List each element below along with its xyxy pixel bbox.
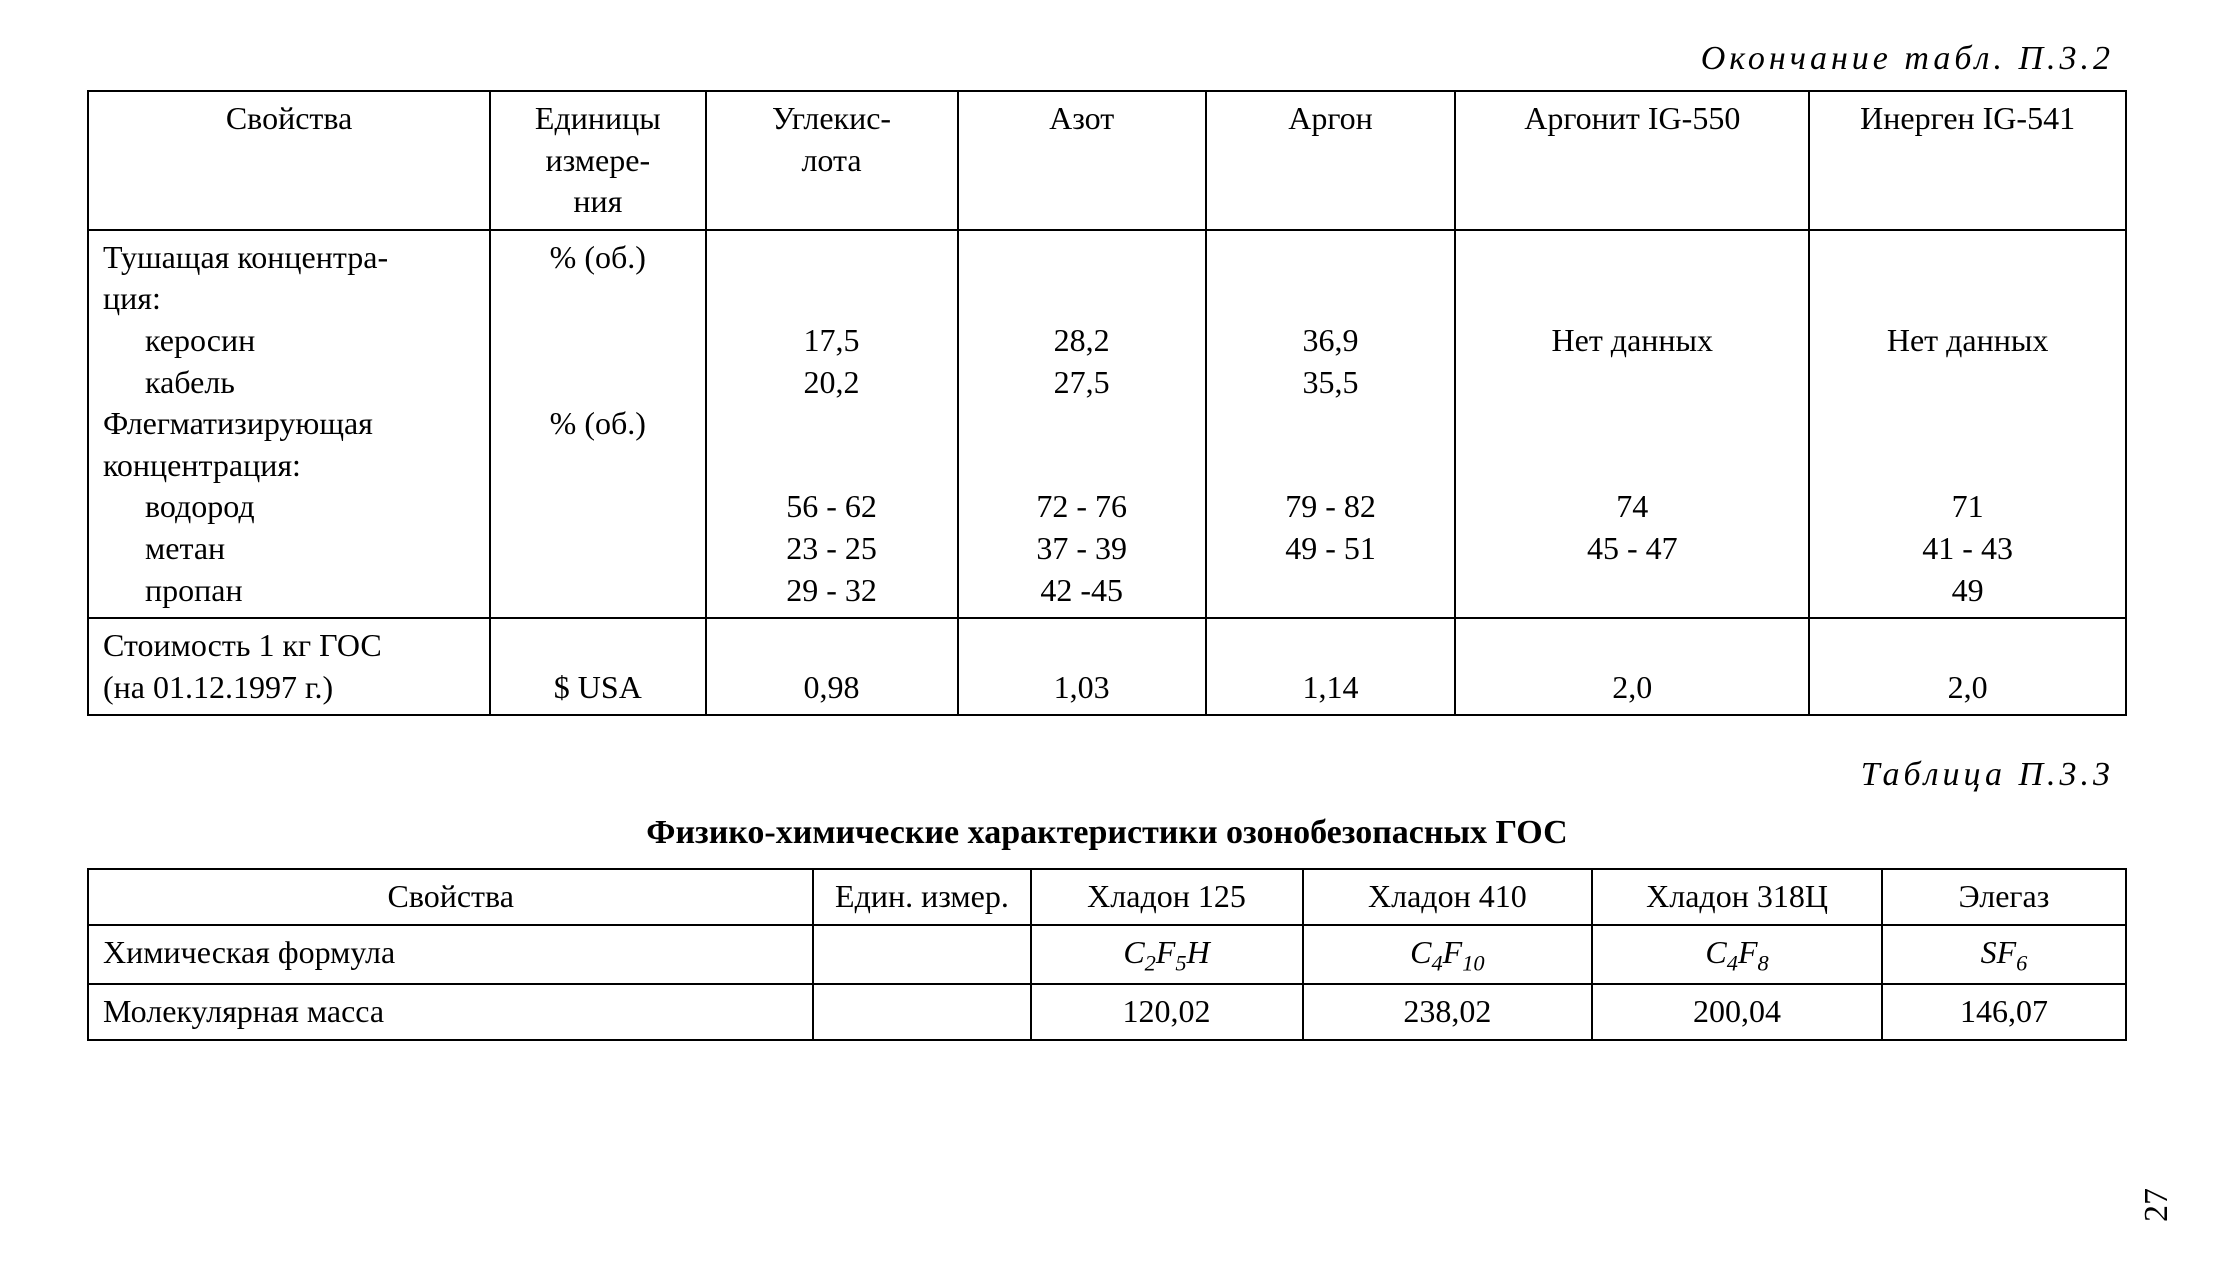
value-cell: 2,0	[1809, 618, 2126, 715]
table-header-row: СвойстваЕдиницы измере-нияУглекис-лотаАз…	[88, 91, 2126, 230]
table-row: Тушащая концентра-ция:керосинкабельФлегм…	[88, 230, 2126, 618]
value-cell: C4F10	[1303, 925, 1593, 985]
value-cell: Нет данных 7445 - 47	[1455, 230, 1809, 618]
table-title: Физико-химические характеристики озонобе…	[60, 814, 2154, 852]
table-row: Химическая формула C2F5HC4F10C4F8SF6	[88, 925, 2126, 985]
column-header: Свойства	[88, 91, 490, 230]
table-continuation-caption: Окончание табл. П.3.2	[60, 40, 2154, 78]
unit-cell: $ USA	[490, 618, 705, 715]
column-header: Единицы измере-ния	[490, 91, 705, 230]
value-cell: C2F5H	[1031, 925, 1303, 985]
value-cell: Нет данных 7141 - 4349	[1809, 230, 2126, 618]
table-row: Стоимость 1 кг ГОС(на 01.12.1997 г.) $ U…	[88, 618, 2126, 715]
column-header: Аргонит IG-550	[1455, 91, 1809, 230]
value-cell: 0,98	[706, 618, 958, 715]
column-header: Хладон 318Ц	[1592, 869, 1882, 925]
property-cell: Молекулярная масса	[88, 984, 813, 1040]
page-number: 27	[2138, 1188, 2176, 1222]
value-cell: 1,14	[1206, 618, 1456, 715]
column-header: Свойства	[88, 869, 813, 925]
value-cell: 17,520,2 56 - 6223 - 2529 - 32	[706, 230, 958, 618]
value-cell: 238,02	[1303, 984, 1593, 1040]
column-header: Аргон	[1206, 91, 1456, 230]
value-cell: SF6	[1882, 925, 2126, 985]
value-cell: C4F8	[1592, 925, 1882, 985]
value-cell: 120,02	[1031, 984, 1303, 1040]
value-cell: 146,07	[1882, 984, 2126, 1040]
column-header: Хладон 410	[1303, 869, 1593, 925]
column-header: Инерген IG-541	[1809, 91, 2126, 230]
column-header: Азот	[958, 91, 1206, 230]
column-header: Един. измер.	[813, 869, 1030, 925]
table-p-3-3: СвойстваЕдин. измер.Хладон 125Хладон 410…	[87, 868, 2127, 1041]
column-header: Элегаз	[1882, 869, 2126, 925]
value-cell: 1,03	[958, 618, 1206, 715]
table-number-caption: Таблица П.3.3	[60, 756, 2154, 794]
unit-cell: % (об.) % (об.)	[490, 230, 705, 618]
property-cell: Химическая формула	[88, 925, 813, 985]
value-cell: 28,227,5 72 - 7637 - 3942 -45	[958, 230, 1206, 618]
table-header-row: СвойстваЕдин. измер.Хладон 125Хладон 410…	[88, 869, 2126, 925]
table-p-3-2: СвойстваЕдиницы измере-нияУглекис-лотаАз…	[87, 90, 2127, 716]
property-cell: Стоимость 1 кг ГОС(на 01.12.1997 г.)	[88, 618, 490, 715]
column-header: Углекис-лота	[706, 91, 958, 230]
table-row: Молекулярная масса 120,02238,02200,04146,…	[88, 984, 2126, 1040]
value-cell: 2,0	[1455, 618, 1809, 715]
value-cell: 200,04	[1592, 984, 1882, 1040]
property-cell: Тушащая концентра-ция:керосинкабельФлегм…	[88, 230, 490, 618]
unit-cell	[813, 925, 1030, 985]
unit-cell	[813, 984, 1030, 1040]
value-cell: 36,935,5 79 - 8249 - 51	[1206, 230, 1456, 618]
column-header: Хладон 125	[1031, 869, 1303, 925]
